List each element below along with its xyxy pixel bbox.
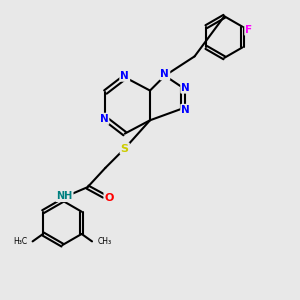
Text: NH: NH	[56, 191, 73, 201]
Text: H₃C: H₃C	[13, 237, 27, 246]
Text: N: N	[181, 105, 190, 115]
Text: CH₃: CH₃	[98, 237, 112, 246]
Text: O: O	[105, 193, 114, 202]
Text: N: N	[181, 82, 190, 93]
Text: N: N	[160, 69, 169, 79]
Text: F: F	[245, 25, 252, 34]
Text: S: S	[121, 143, 129, 154]
Text: N: N	[100, 114, 108, 124]
Text: N: N	[120, 71, 129, 81]
